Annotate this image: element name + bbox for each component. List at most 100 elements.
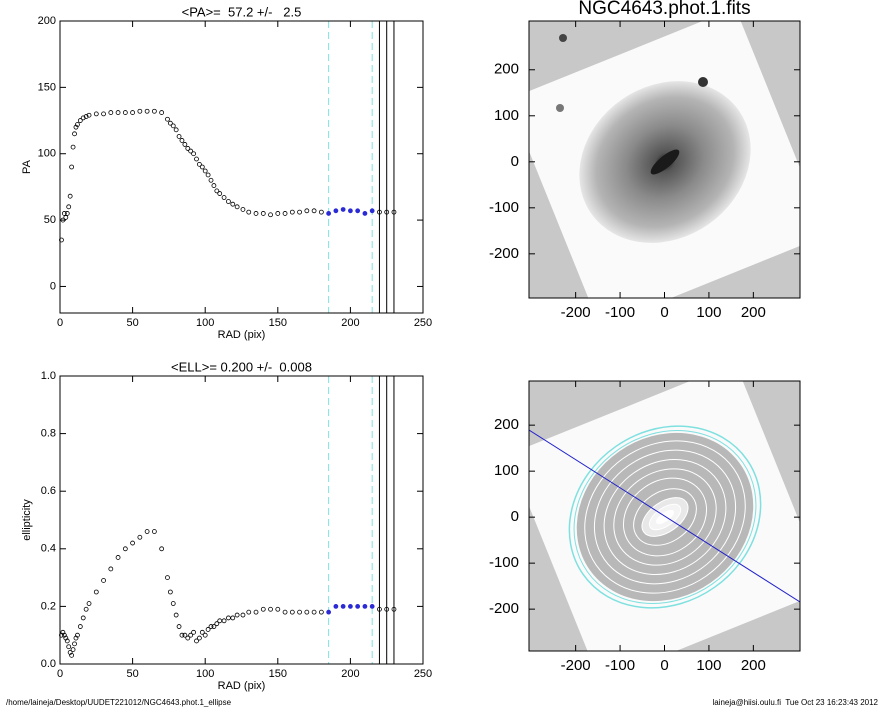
y-axis-label: PA <box>21 159 33 174</box>
y-tick-label: -100 <box>489 554 519 571</box>
data-point <box>230 201 236 207</box>
x-tick-label: 100 <box>196 317 214 329</box>
data-point <box>185 146 191 151</box>
y-tick-label: 0.4 <box>41 543 56 555</box>
data-point <box>122 110 128 115</box>
data-point <box>268 606 273 612</box>
data-point <box>230 615 236 621</box>
data-point <box>211 624 217 629</box>
data-point <box>333 604 339 609</box>
x-tick-label: -200 <box>561 657 591 674</box>
data-point <box>333 208 339 214</box>
data-point <box>199 629 205 635</box>
data-point <box>194 156 199 162</box>
x-tick-label: 250 <box>414 668 432 680</box>
chart-title: NGC4643.phot.1.fits <box>578 0 750 19</box>
x-tick-label: 100 <box>696 304 721 321</box>
data-point <box>64 211 70 216</box>
data-point <box>355 604 361 609</box>
data-point <box>384 209 390 215</box>
data-point <box>202 168 208 174</box>
galaxy-image <box>529 21 800 298</box>
data-point <box>304 609 310 615</box>
data-point <box>289 209 295 215</box>
footer-path: /home/laineja/Desktop/UUDET221012/NGC464… <box>6 698 232 707</box>
x-tick-label: 0 <box>660 304 668 321</box>
plot-frame <box>59 375 424 665</box>
data-point <box>246 609 252 615</box>
data-point <box>179 138 185 143</box>
data-point <box>347 604 353 609</box>
y-tick-label: 100 <box>494 462 519 479</box>
y-tick-label: 100 <box>494 107 519 124</box>
x-axis-label: RAD (pix) <box>218 329 266 341</box>
y-tick-label: 200 <box>38 15 56 27</box>
data-point <box>64 638 70 644</box>
data-point <box>275 606 281 612</box>
data-point <box>191 629 196 635</box>
data-point <box>83 606 89 612</box>
data-point <box>214 621 220 627</box>
data-point <box>304 208 310 214</box>
x-tick-label: -200 <box>561 304 591 321</box>
data-point <box>165 575 170 580</box>
data-point <box>182 142 188 147</box>
data-point <box>108 566 114 572</box>
x-tick-label: 0 <box>660 657 668 674</box>
data-point <box>377 209 382 215</box>
x-tick-label: 150 <box>269 317 287 329</box>
data-point <box>176 624 182 629</box>
plot-frame <box>59 20 424 314</box>
data-point <box>188 632 194 638</box>
data-point <box>179 632 185 638</box>
data-point <box>202 632 208 638</box>
data-point <box>391 606 397 612</box>
data-point <box>70 647 76 652</box>
x-tick-label: 0 <box>57 668 63 680</box>
data-point <box>369 604 375 609</box>
y-tick-label: 0.6 <box>41 485 56 497</box>
data-point <box>221 195 227 200</box>
data-point <box>130 540 136 546</box>
data-point <box>75 632 80 638</box>
data-point <box>260 211 266 216</box>
x-tick-label: 200 <box>341 317 359 329</box>
data-point <box>72 131 77 137</box>
data-point <box>144 108 150 114</box>
data-point <box>196 635 202 641</box>
data-point <box>384 606 390 612</box>
data-point <box>159 546 165 552</box>
data-point <box>369 208 375 214</box>
y-tick-label: 1.0 <box>41 370 56 382</box>
data-point <box>282 211 288 216</box>
y-tick-label: 0 <box>511 153 519 170</box>
y-tick-label: 200 <box>494 61 519 78</box>
data-point <box>173 127 179 133</box>
data-point <box>167 589 173 595</box>
data-point <box>246 209 252 215</box>
data-point <box>311 208 317 214</box>
data-point <box>77 624 83 629</box>
x-tick-label: -100 <box>605 657 635 674</box>
data-point <box>67 193 73 199</box>
data-point <box>137 534 143 540</box>
data-point <box>93 589 99 595</box>
x-tick-label: 200 <box>341 668 359 680</box>
data-point <box>391 209 397 215</box>
data-point <box>70 144 76 150</box>
data-point <box>122 546 128 552</box>
data-point <box>194 638 199 644</box>
data-point <box>282 609 288 615</box>
data-point <box>226 199 231 204</box>
data-point <box>182 632 188 638</box>
data-point <box>72 641 77 647</box>
data-point <box>297 209 302 215</box>
data-point <box>115 110 121 115</box>
data-point <box>275 211 281 216</box>
data-point <box>217 191 223 196</box>
data-point <box>347 208 353 214</box>
data-point <box>69 164 75 170</box>
y-tick-label: -100 <box>489 199 519 216</box>
data-point <box>221 618 227 624</box>
